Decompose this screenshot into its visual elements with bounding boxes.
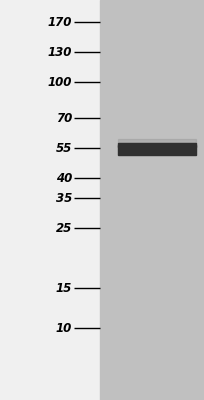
Bar (118, 145, 196, 155)
Text: 35: 35 (56, 192, 72, 204)
Text: 10: 10 (56, 322, 72, 334)
Text: 170: 170 (48, 16, 72, 28)
Bar (118, 139, 196, 143)
Bar (100, 0, 204, 400)
Text: 40: 40 (56, 172, 72, 184)
Text: 70: 70 (56, 112, 72, 124)
Text: 15: 15 (56, 282, 72, 294)
Text: 130: 130 (48, 46, 72, 58)
Text: 100: 100 (48, 76, 72, 88)
Bar (118, 143, 196, 147)
Bar (118, 147, 196, 151)
Text: 55: 55 (56, 142, 72, 154)
Text: 25: 25 (56, 222, 72, 234)
